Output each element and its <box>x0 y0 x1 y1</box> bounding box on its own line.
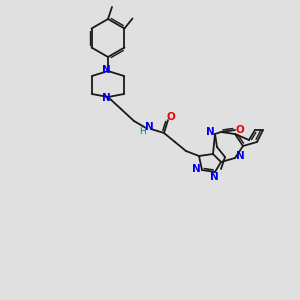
Text: O: O <box>236 125 244 135</box>
Text: N: N <box>206 127 214 137</box>
Text: N: N <box>236 151 244 161</box>
Text: H: H <box>140 128 146 136</box>
Text: N: N <box>102 93 110 103</box>
Text: O: O <box>167 112 176 122</box>
Text: N: N <box>102 65 110 75</box>
Text: N: N <box>145 122 153 132</box>
Text: N: N <box>192 164 200 174</box>
Text: N: N <box>210 172 218 182</box>
